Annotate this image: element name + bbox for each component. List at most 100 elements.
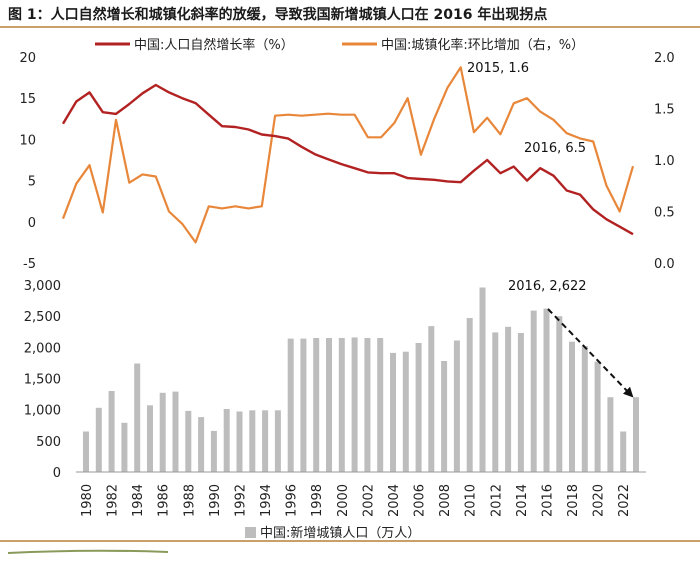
bar <box>134 363 141 472</box>
bar <box>492 332 499 472</box>
footer-swoosh-decoration <box>8 549 168 554</box>
bar <box>428 326 435 472</box>
bar <box>198 417 205 472</box>
bar <box>338 338 345 472</box>
bar <box>607 397 614 472</box>
bar-x-tick-label: 1988 <box>182 484 197 517</box>
bar <box>121 422 128 472</box>
bar-x-tick-label: 2016 <box>540 484 555 517</box>
left-tick-label: 5 <box>28 175 36 190</box>
legend-swatch-bars <box>245 527 256 538</box>
bar-x-tick-label: 2006 <box>413 484 428 517</box>
bar <box>390 352 396 472</box>
bar <box>223 409 230 472</box>
bar <box>83 431 89 472</box>
bar-y-axis-ticks: 0 500 1,000 1,500 2,000 2,500 3,000 <box>24 279 61 481</box>
legend-natural-growth: 中国:人口自然增长率（%） <box>95 37 294 53</box>
bar <box>633 397 639 472</box>
bar <box>543 308 550 472</box>
bar <box>147 405 153 472</box>
right-tick-label: 0.5 <box>654 206 675 221</box>
bar-x-tick-label: 2000 <box>336 484 351 517</box>
legend-label-bars: 中国:新增城镇人口（万人） <box>260 525 420 541</box>
bar <box>530 310 537 472</box>
annotation-2016-growth: 2016, 6.5 <box>524 141 586 156</box>
bar-x-tick-label: 2012 <box>489 484 504 517</box>
bar-x-axis-ticks: 1980 1982 1984 1986 1988 1990 1992 1994 1996 1998… <box>80 484 632 517</box>
bar-x-tick-label: 2008 <box>438 484 453 517</box>
bar <box>300 338 307 472</box>
bar <box>505 326 512 472</box>
line-chart: -5 0 5 10 15 20 0.0 0.5 1.0 1.5 2.0 中国:人口自然增长率（%）… <box>19 37 674 272</box>
right-tick-label: 2.0 <box>654 51 675 66</box>
bar-series <box>83 287 639 472</box>
bar-y-tick-label: 3,000 <box>24 279 61 294</box>
line-natural-growth-rate <box>61 83 634 236</box>
bar <box>569 341 575 472</box>
right-tick-label: 1.0 <box>654 154 675 169</box>
bar-y-tick-label: 500 <box>36 435 61 450</box>
bar <box>287 338 294 472</box>
right-axis-ticks: 0.0 0.5 1.0 1.5 2.0 <box>654 51 675 272</box>
bar <box>95 407 102 472</box>
bar-x-tick-label: 2018 <box>566 484 581 517</box>
annotation-2016-bar: 2016, 2,622 <box>508 279 587 294</box>
trend-arrow <box>547 308 634 398</box>
left-tick-label: 20 <box>19 51 36 66</box>
bar-x-tick-label: 1990 <box>208 484 223 517</box>
bar-x-tick-label: 1986 <box>157 484 172 517</box>
annotation-2015: 2015, 1.6 <box>467 61 529 76</box>
bar <box>517 333 524 472</box>
bar <box>556 316 563 472</box>
bar <box>236 411 243 472</box>
left-axis-ticks: -5 0 5 10 15 20 <box>19 51 36 272</box>
left-tick-label: 15 <box>19 92 36 107</box>
bar-x-tick-label: 1994 <box>259 484 274 517</box>
legend-new-urban-pop: 中国:新增城镇人口（万人） <box>245 525 420 541</box>
bar-x-tick-label: 2020 <box>592 484 607 517</box>
bar <box>594 361 601 472</box>
bar-x-tick-label: 1998 <box>310 484 325 517</box>
bar <box>159 392 166 472</box>
bar <box>402 351 409 472</box>
bar-x-tick-label: 2022 <box>617 484 632 517</box>
left-tick-label: 10 <box>19 133 36 148</box>
bar <box>108 391 115 472</box>
legend-label-urbanization: 中国:城镇化率:环比增加（右，%） <box>381 37 584 53</box>
legend-urbanization: 中国:城镇化率:环比增加（右，%） <box>342 37 584 53</box>
title-divider <box>0 26 700 28</box>
bar-x-tick-label: 1980 <box>80 484 95 517</box>
bar <box>249 410 256 472</box>
chart-title: 图 1：人口自然增长和城镇化斜率的放缓，导致我国新增城镇人口在 2016 年出现… <box>8 7 548 23</box>
bar-x-tick-label: 2014 <box>515 484 530 517</box>
right-tick-label: 0.0 <box>654 257 675 272</box>
bar-x-tick-label: 1982 <box>106 484 121 517</box>
bar-x-tick-label: 1984 <box>131 484 146 517</box>
bar <box>466 318 473 472</box>
bar-x-tick-label: 2002 <box>361 484 376 517</box>
left-tick-label: 0 <box>28 216 36 231</box>
bar <box>210 430 217 472</box>
bar <box>313 338 320 472</box>
bar-x-tick-label: 1996 <box>285 484 300 517</box>
bar-y-tick-label: 2,500 <box>24 310 61 325</box>
bar <box>453 340 460 472</box>
bar-y-tick-label: 2,000 <box>24 341 61 356</box>
left-tick-label: -5 <box>23 257 36 272</box>
bar-y-tick-label: 0 <box>53 466 61 481</box>
bar-x-tick-label: 2004 <box>387 484 402 517</box>
footer-divider <box>0 540 700 542</box>
bar <box>377 338 384 472</box>
line-urbanization-rate-change <box>61 66 635 244</box>
bar <box>326 338 332 472</box>
bar <box>262 410 269 472</box>
bar <box>274 410 281 472</box>
bar <box>441 361 448 472</box>
bar <box>172 391 179 472</box>
right-tick-label: 1.5 <box>654 103 675 118</box>
bar <box>581 346 588 472</box>
line-series <box>61 66 635 244</box>
bar <box>620 431 627 472</box>
